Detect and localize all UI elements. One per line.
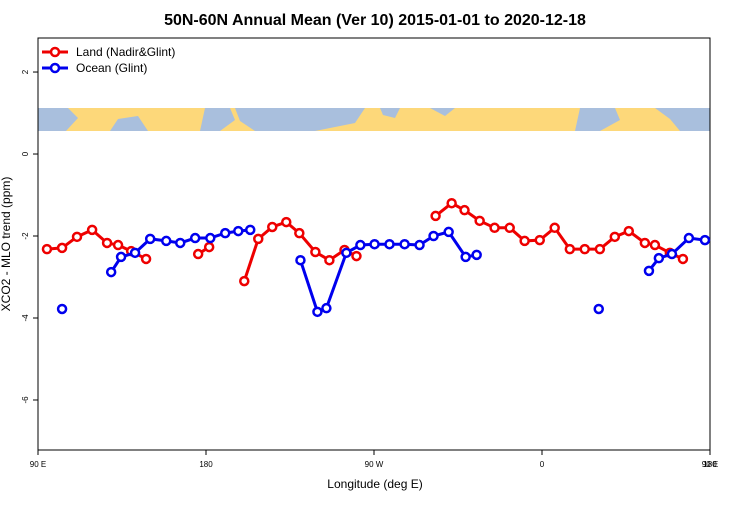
x-tick-label: 0 [540,460,545,469]
chart-title: 50N-60N Annual Mean (Ver 10) 2015-01-01 … [164,12,586,29]
data-point [623,225,635,237]
data-point [459,204,470,216]
data-point [443,226,454,238]
data-point [189,232,201,244]
data-point [129,247,141,259]
y-axis-label: XCO2 - MLO trend (ppm) [0,177,13,312]
data-point [105,266,117,278]
x-tick-label: 90 W [365,460,384,469]
data-point [594,243,606,255]
data-point [295,254,306,266]
data-point [321,302,332,314]
data-point [203,241,215,253]
data-point [639,237,651,249]
data-point [205,232,216,244]
data-point [504,222,515,234]
data-point [86,224,98,236]
data-point [233,225,244,237]
data-point [593,303,604,315]
data-point [428,230,439,242]
map-strip [38,108,710,131]
y-tick-label: 2 [21,69,30,74]
data-point [192,248,204,260]
x-tick-label: 180 [703,460,717,469]
data-point [369,238,380,250]
data-point [281,216,292,228]
legend-marker [49,46,61,58]
data-point [666,248,678,260]
data-point [649,239,661,251]
data-point [489,222,500,234]
data-point [239,275,250,287]
data-point [253,233,264,245]
data-point [174,237,186,249]
data-point [699,234,711,246]
data-point [140,253,152,265]
data-point [460,251,471,263]
y-tick-label: 0 [21,151,30,156]
data-point [643,265,655,277]
data-point [244,224,256,236]
legend-label: Ocean (Glint) [76,61,147,75]
data-point [677,253,689,265]
data-point [351,250,362,262]
data-point [324,254,335,266]
map-ocean [38,108,710,131]
y-tick-label: -6 [21,396,30,404]
data-point [683,232,695,244]
data-point [474,215,485,227]
data-point [519,235,530,247]
y-tick-label: -4 [21,314,30,322]
x-axis-label: Longitude (deg E) [327,477,422,491]
data-point [219,227,231,239]
legend-marker [49,62,61,74]
data-point [430,210,441,222]
x-tick-label: 90 E [702,460,718,469]
data-point [579,243,590,255]
data-point [294,227,305,239]
data-point [41,243,53,255]
x-tick-label: 90 E [30,460,46,469]
data-point [446,197,457,209]
data-point [144,233,156,245]
data-point [56,303,68,315]
data-point [549,222,560,234]
data-point [653,252,665,264]
data-point [384,238,395,250]
y-tick-label: -2 [21,232,30,240]
data-point [609,231,621,243]
data-point [101,237,113,249]
data-point [160,235,172,247]
data-point [564,243,576,255]
data-point [115,251,127,263]
data-point [341,247,352,259]
data-point [56,242,68,254]
data-point [534,234,546,246]
data-point [471,249,482,261]
data-point [399,238,410,250]
x-tick-label: 180 [199,460,213,469]
data-point [312,306,323,318]
data-point [112,239,124,251]
data-point [414,239,425,251]
data-point [310,246,321,258]
data-point [267,221,278,233]
data-point [355,239,366,251]
legend-label: Land (Nadir&Glint) [76,45,175,59]
data-point [71,231,83,243]
